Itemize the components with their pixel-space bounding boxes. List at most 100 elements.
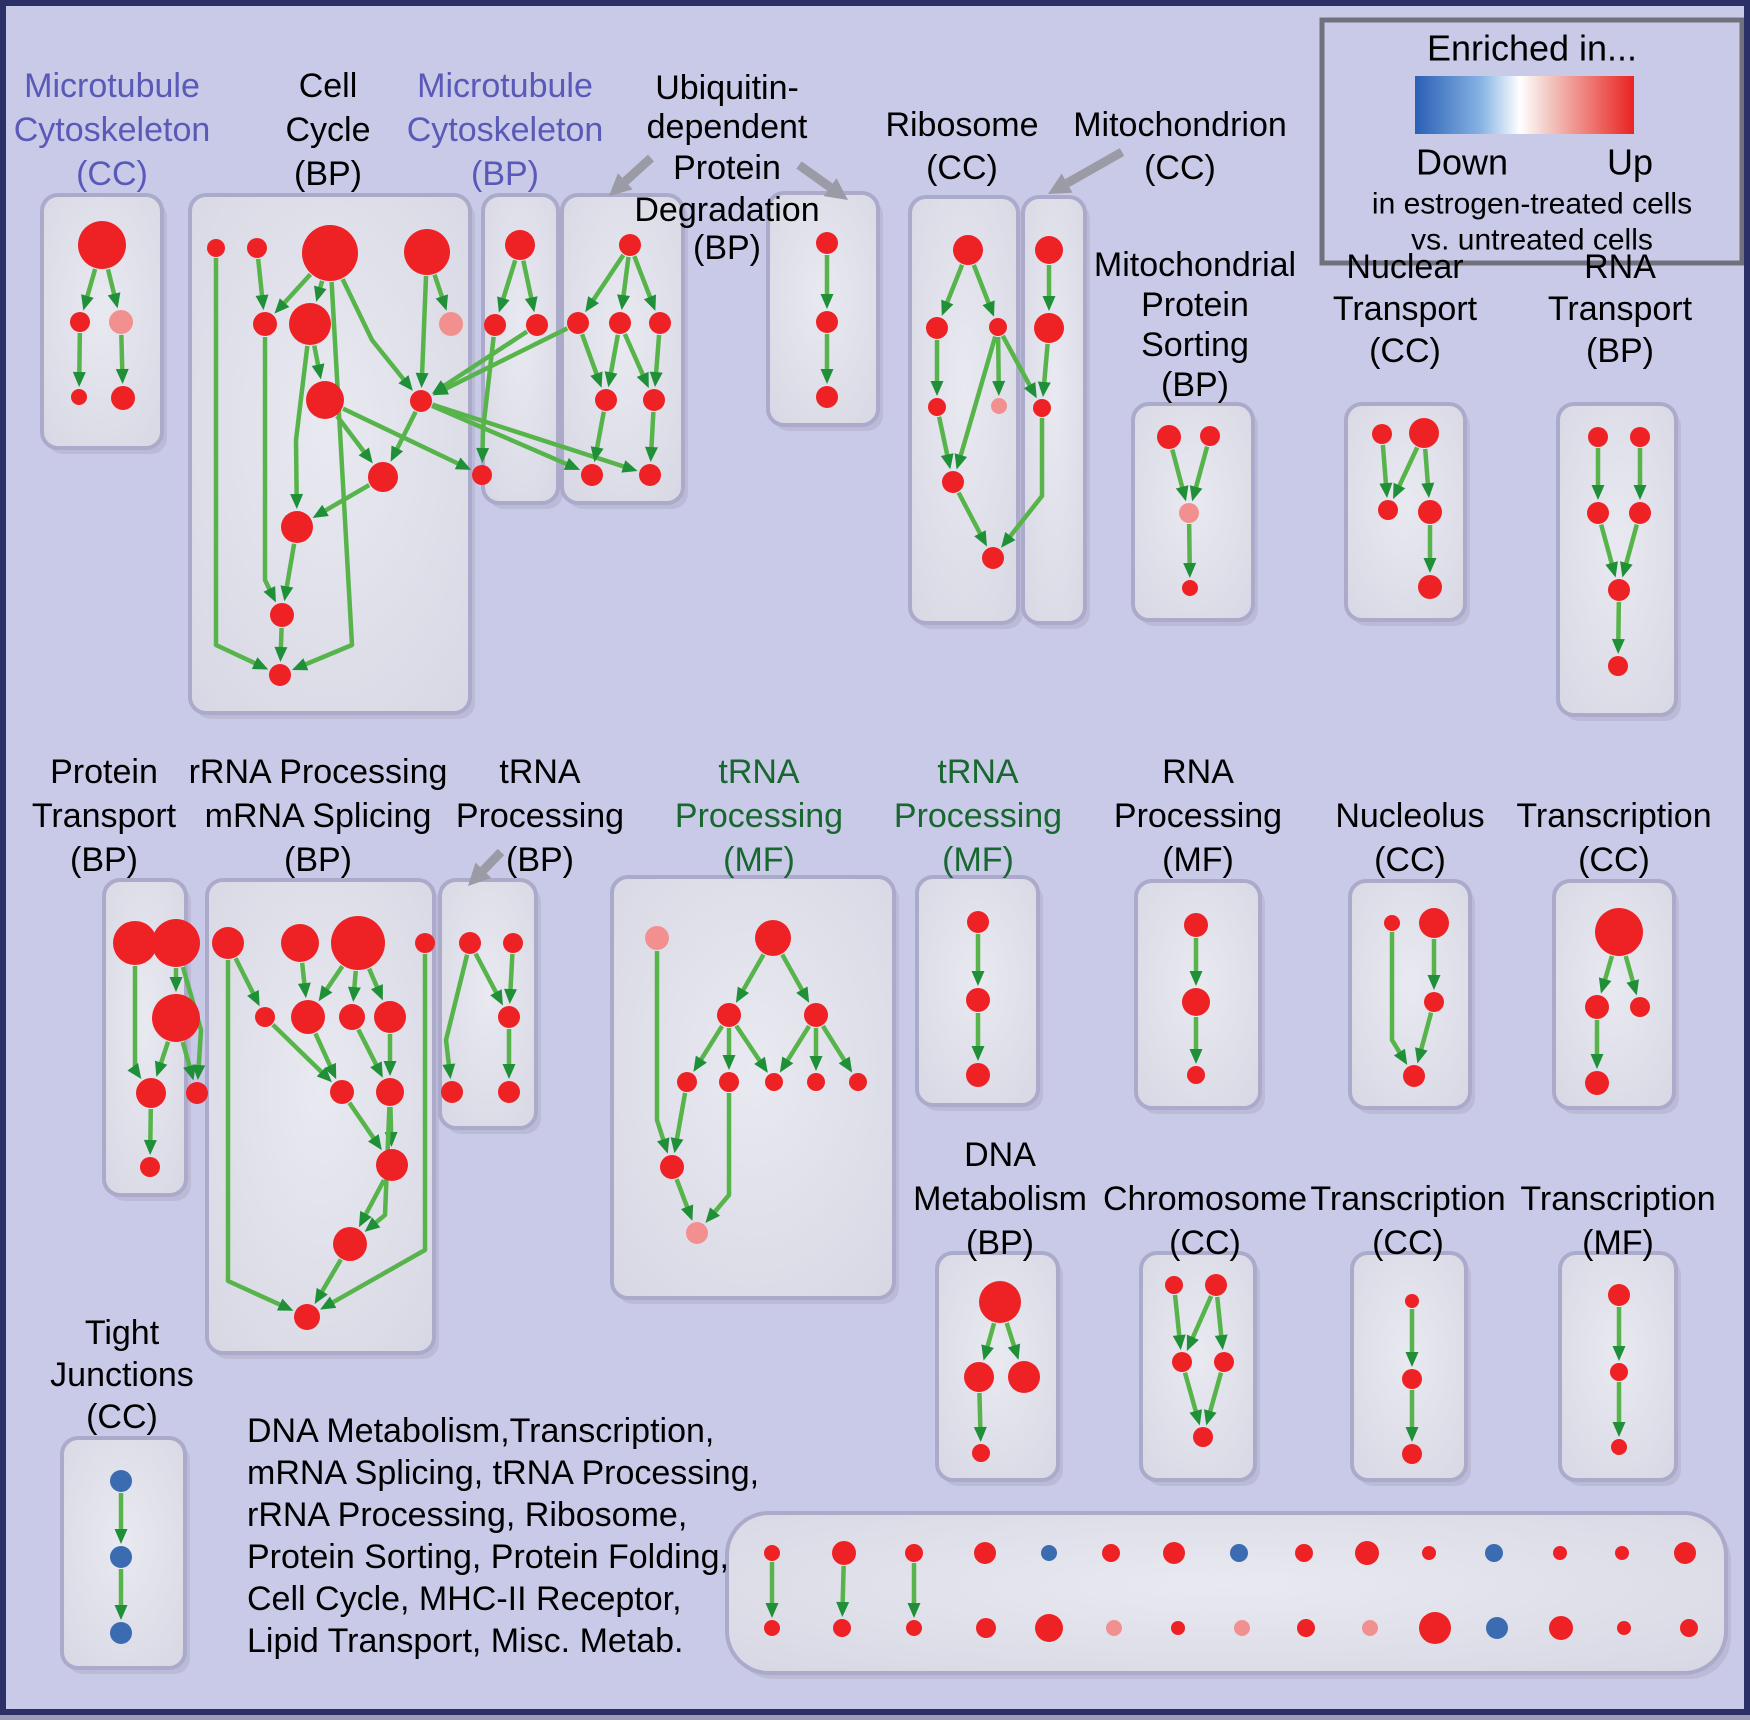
gene-node-e3 (816, 386, 838, 408)
cluster-label: Transport (1548, 290, 1693, 328)
note-line: Lipid Transport, Misc. Metab. (247, 1622, 684, 1660)
gene-node-d7 (581, 464, 603, 486)
gene-node-t1 (459, 932, 481, 954)
gene-node-ch5 (1193, 1427, 1213, 1447)
cluster-label: Cytoskeleton (407, 111, 604, 149)
gene-node-x14 (1617, 1621, 1631, 1635)
gene-node-p2 (152, 919, 200, 967)
cluster-label: Microtubule (24, 67, 200, 105)
gene-node-r9 (330, 1080, 354, 1104)
gene-node-p1 (113, 921, 157, 965)
gene-node-w12 (1485, 1544, 1503, 1562)
gene-node-b8 (306, 381, 344, 419)
cluster-label: Metabolism (913, 1180, 1087, 1218)
gene-node-x2 (833, 1619, 851, 1637)
cluster-label: Cycle (285, 111, 370, 149)
gene-node-c2 (484, 314, 506, 336)
gene-node-x1 (764, 1620, 780, 1636)
cluster-label: Transport (32, 797, 177, 835)
edge-line (1189, 524, 1190, 565)
cluster-label: (BP) (1586, 332, 1654, 370)
cluster-label: (CC) (86, 1398, 158, 1436)
gene-node-a1 (78, 221, 126, 269)
gene-node-dm3 (1008, 1361, 1040, 1393)
gene-node-w11 (1422, 1546, 1436, 1560)
gene-node-b6 (289, 303, 331, 345)
gene-node-w8 (1230, 1544, 1248, 1562)
cluster-label: mRNA Splicing (205, 797, 432, 835)
gene-node-g1 (1035, 236, 1063, 264)
gene-node-w5 (1041, 1545, 1057, 1561)
gene-node-n3 (1378, 500, 1398, 520)
cluster-label: Transcription (1520, 1180, 1715, 1218)
edge-line (302, 963, 304, 985)
cluster-label: (CC) (76, 155, 148, 193)
gene-node-r12 (333, 1227, 367, 1261)
gene-node-c1 (505, 230, 535, 260)
gene-node-b9 (410, 390, 432, 412)
cluster-label: Transcription (1310, 1180, 1505, 1218)
cluster-label: Chromosome (1103, 1180, 1307, 1218)
gene-node-r8 (374, 1001, 406, 1033)
go-cluster-box-23 (727, 1513, 1726, 1673)
cluster-label: DNA (964, 1136, 1036, 1174)
edge-line (979, 1393, 980, 1429)
gene-node-x4 (976, 1618, 996, 1638)
cluster-label: (CC) (1372, 1224, 1444, 1262)
cluster-label: Protein (50, 753, 158, 791)
cluster-label: Ubiquitin- (655, 69, 799, 107)
gene-node-m5 (677, 1072, 697, 1092)
cluster-label: (MF) (1582, 1224, 1654, 1262)
cluster-label: RNA (1162, 753, 1234, 791)
gene-node-w9 (1295, 1544, 1313, 1562)
gene-node-x5 (1035, 1614, 1063, 1642)
gene-node-m2 (755, 920, 791, 956)
gene-node-w15 (1674, 1542, 1696, 1564)
gene-node-w1 (764, 1545, 780, 1561)
gene-node-r5 (255, 1007, 275, 1027)
note-line: rRNA Processing, Ribosome, (247, 1496, 687, 1534)
cluster-label: Junctions (50, 1356, 194, 1394)
cluster-label: Ribosome (885, 106, 1038, 144)
gene-node-q1 (1588, 427, 1608, 447)
gene-node-p3 (152, 994, 200, 1042)
cluster-label: (CC) (1169, 1224, 1241, 1262)
gene-node-m4 (804, 1003, 828, 1027)
note-line: Protein Sorting, Protein Folding, (247, 1538, 729, 1576)
gene-node-m11 (686, 1222, 708, 1244)
gene-node-j3 (110, 1622, 132, 1644)
cluster-label: (MF) (723, 841, 795, 879)
gene-node-f1 (953, 235, 983, 265)
gene-node-v3 (1611, 1439, 1627, 1455)
gene-node-d3 (609, 312, 631, 334)
gene-node-ch2 (1205, 1274, 1227, 1296)
gene-node-u3 (1402, 1444, 1422, 1464)
cluster-label: Mitochondrial (1094, 246, 1296, 284)
gene-node-t2 (503, 933, 523, 953)
cluster-label: (BP) (506, 841, 574, 879)
gene-node-ch4 (1214, 1352, 1234, 1372)
gene-node-rp2 (1182, 988, 1210, 1016)
gene-node-w14 (1615, 1546, 1629, 1560)
gene-node-v1 (1608, 1284, 1630, 1306)
gene-node-r7 (339, 1004, 365, 1030)
gene-node-x15 (1680, 1619, 1698, 1637)
gene-node-w4 (974, 1542, 996, 1564)
gene-node-m7 (765, 1073, 783, 1091)
gene-node-d5 (595, 389, 617, 411)
gene-node-d4 (649, 312, 671, 334)
gene-node-r2 (281, 924, 319, 962)
gene-node-x10 (1362, 1620, 1378, 1636)
gene-node-f5 (991, 398, 1007, 414)
gene-node-m3 (717, 1003, 741, 1027)
gene-node-n2 (1409, 418, 1439, 448)
cluster-label: tRNA (499, 753, 581, 791)
cluster-label: (CC) (1144, 149, 1216, 187)
gene-node-r3 (331, 916, 385, 970)
gene-node-a4 (71, 389, 87, 405)
gene-node-w13 (1553, 1546, 1567, 1560)
gene-node-m6 (719, 1072, 739, 1092)
cluster-label: (BP) (284, 841, 352, 879)
gene-node-q4 (1629, 502, 1651, 524)
